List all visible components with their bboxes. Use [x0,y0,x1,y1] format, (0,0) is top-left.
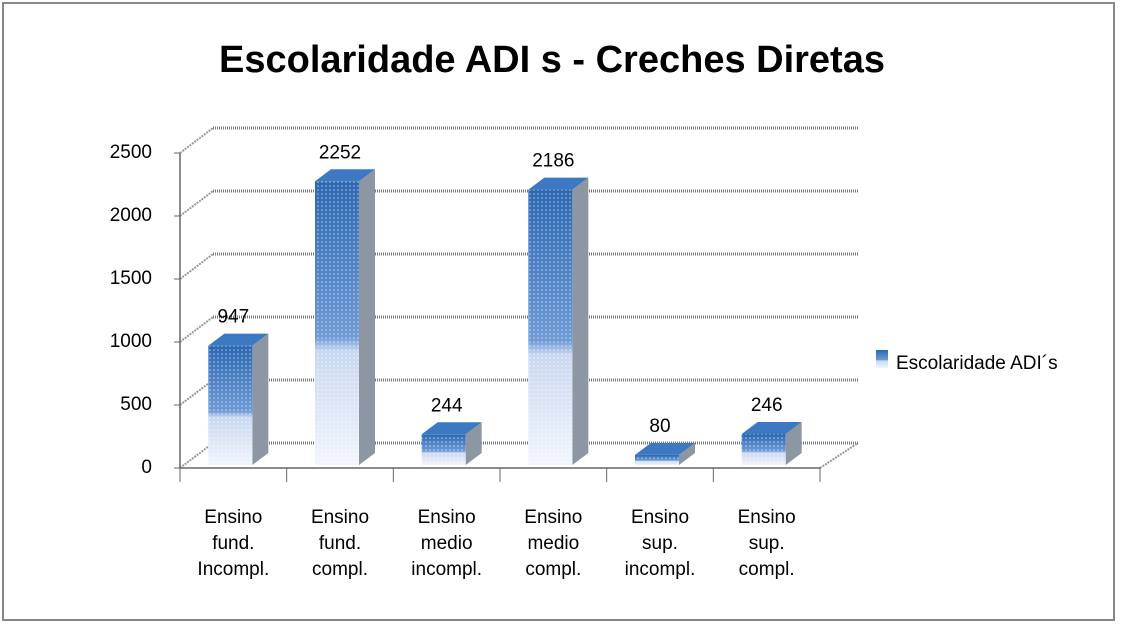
x-tick-label: Ensino medio incompl. [411,507,483,580]
bar-texture [315,181,359,466]
bar-side [572,177,589,465]
data-label: 246 [751,395,783,416]
x-tick-label: Ensino sup. incompl. [624,507,696,580]
bar-top [635,442,695,455]
bar-side [785,422,802,465]
bar-texture [635,454,679,465]
bar-top [208,333,269,346]
floor-right [819,442,859,469]
grid-diagonal [179,316,214,343]
legend-label: Escolaridade ADI´s [896,353,1058,374]
bar-texture [741,434,786,465]
bar-top [741,422,802,435]
x-tick-label: Ensino sup. compl. [737,507,796,580]
bar-side [359,169,375,466]
grid-diagonal [179,379,214,406]
data-label: 947 [217,307,249,328]
grid-diagonal [179,253,214,280]
y-tick-label: 1000 [110,331,152,352]
y-tick-label: 0 [141,457,152,478]
data-label: 2252 [319,142,361,163]
y-tick-label: 500 [120,394,152,415]
x-tick-label: Ensino medio compl. [524,507,583,580]
bar-texture [421,434,466,465]
y-tick-label: 1500 [110,268,152,289]
bar-top [421,422,482,435]
x-tick-label: Ensino fund. Incompl. [197,507,270,580]
bar-side [679,442,695,465]
bar-side [465,422,482,465]
grid-diagonal [179,190,214,217]
y-tick-label: 2500 [110,142,152,163]
bar-top [528,177,589,190]
data-label: 2186 [532,151,574,172]
chart-title: Escolaridade ADI s - Creches Diretas [219,39,885,81]
bar-top [315,169,375,182]
legend-swatch [876,350,888,368]
y-tick-label: 2000 [110,205,152,226]
data-label: 244 [431,395,463,416]
data-label: 80 [649,416,670,437]
bar-texture [208,345,253,465]
grid-diagonal [179,442,214,469]
bar-side [252,333,269,465]
bar-texture [528,189,573,465]
x-tick-label: Ensino fund. compl. [310,507,370,580]
grid-diagonal [179,127,214,154]
